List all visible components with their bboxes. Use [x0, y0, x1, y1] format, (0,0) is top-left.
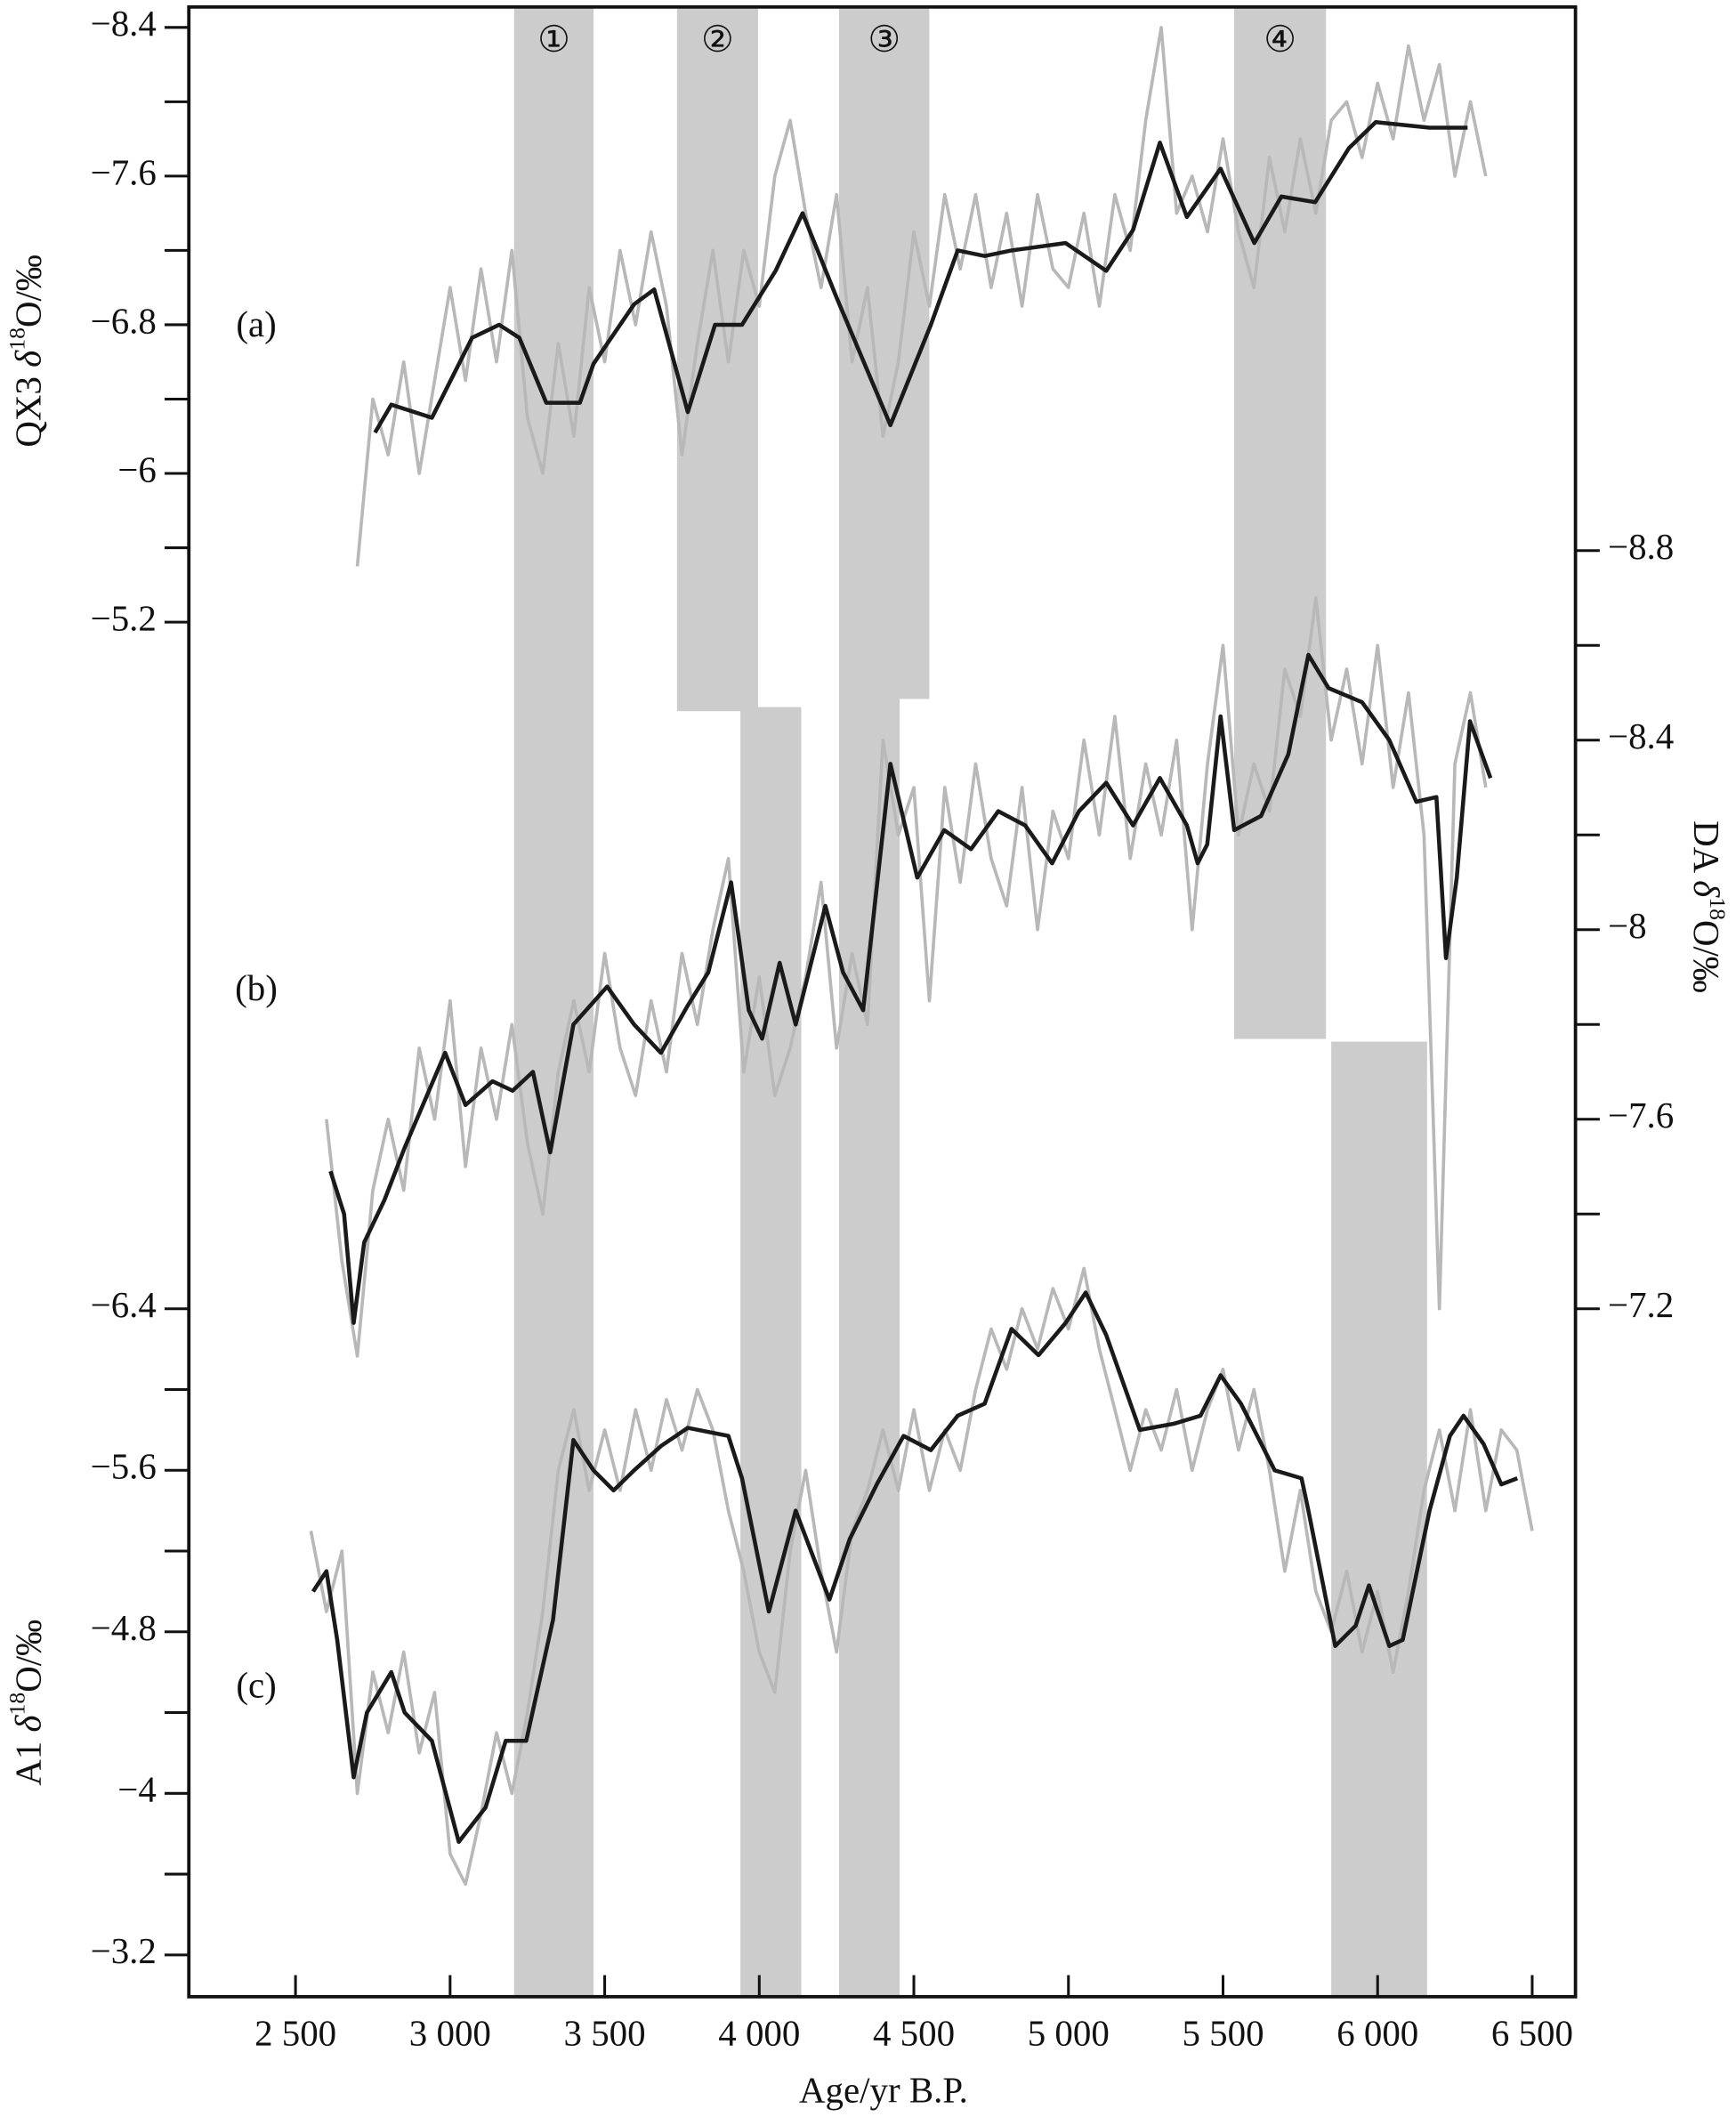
y-tick-label: −4 [117, 1770, 157, 1810]
y-tick-label: −5.2 [91, 598, 157, 638]
y-tick-label: −3.2 [91, 1931, 157, 1971]
y-axis-label: A1 δ18O/‰ [4, 1620, 49, 1786]
y-tick-label: −7.6 [91, 152, 157, 192]
x-tick-label: 6 000 [1336, 2014, 1418, 2054]
plot-frame [187, 4, 1578, 1999]
panel-label: (b) [235, 968, 278, 1008]
x-tick-label: 4 000 [718, 2014, 800, 2054]
y-tick-label: −4.8 [91, 1608, 157, 1648]
raw-series-line [355, 26, 1488, 567]
y-tick-label: −6 [117, 449, 157, 489]
shaded-interval [513, 6, 594, 1997]
y-axis-label: QX3 δ18O/‰ [4, 255, 49, 447]
shaded-interval [676, 6, 758, 712]
interval-label: ④ [1264, 20, 1296, 60]
shaded-interval [1234, 6, 1327, 1039]
x-tick-label: 4 500 [873, 2014, 955, 2054]
x-tick-label: 6 500 [1491, 2014, 1573, 2054]
y-axis-label-part: O/‰ [9, 255, 49, 327]
panel-label: (a) [236, 304, 276, 344]
x-tick-label: 3 000 [409, 2014, 491, 2054]
y-tick-label: −7.2 [1608, 1285, 1674, 1325]
shaded-interval [740, 707, 802, 1997]
y-tick-label: −6.4 [91, 1285, 157, 1325]
shaded-interval [1331, 1041, 1427, 1997]
y-axis-label-part: DA [1686, 820, 1726, 880]
shaded-interval [838, 699, 900, 1997]
y-axis-label-part: δ [1686, 880, 1726, 898]
y-axis-label-part: O/‰ [9, 1620, 49, 1693]
y-axis-label-part: δ [9, 350, 49, 368]
x-tick-label: 5 000 [1028, 2014, 1110, 2054]
y-tick-label: −5.6 [91, 1447, 157, 1487]
y-axis-label-part: A1 [9, 1733, 49, 1786]
interval-label: ③ [868, 20, 900, 60]
axis-layer: 2 500 3 000 3 500 4 000 4 500 5 000 5 500 6 000… [4, 4, 1731, 2054]
y-axis-label-part: 18 [4, 1693, 30, 1716]
line-layer [309, 26, 1534, 1887]
y-axis-label-part: 18 [4, 327, 30, 351]
raw-series-line [309, 1266, 1534, 1887]
x-tick-label: 5 500 [1182, 2014, 1264, 2054]
y-axis-label-part: δ [9, 1715, 49, 1733]
y-tick-label: −8 [1608, 906, 1647, 946]
y-axis-label-part: 18 [1705, 897, 1731, 920]
y-axis-label-part: O/‰ [1686, 920, 1726, 993]
y-tick-label: −8.8 [1608, 527, 1674, 567]
y-tick-label: −8.4 [1608, 716, 1674, 756]
x-tick-label: 3 500 [564, 2014, 646, 2054]
x-tick-label: 2 500 [254, 2014, 336, 2054]
y-axis-label-part: QX3 [9, 368, 49, 448]
y-tick-label: −7.6 [1608, 1095, 1674, 1135]
y-tick-label: −8.4 [91, 4, 157, 44]
smoothed-series-line [373, 120, 1468, 434]
smoothed-series-line [311, 1290, 1519, 1845]
y-axis-label: DA δ18O/‰ [1686, 820, 1731, 993]
panel-label: (c) [236, 1666, 276, 1706]
interval-label: ② [701, 20, 734, 60]
smoothed-series-line [328, 652, 1493, 1325]
y-tick-label: −6.8 [91, 301, 157, 341]
interval-label: ① [537, 20, 570, 60]
x-axis-label: Age/yr B.P. [799, 2070, 968, 2110]
